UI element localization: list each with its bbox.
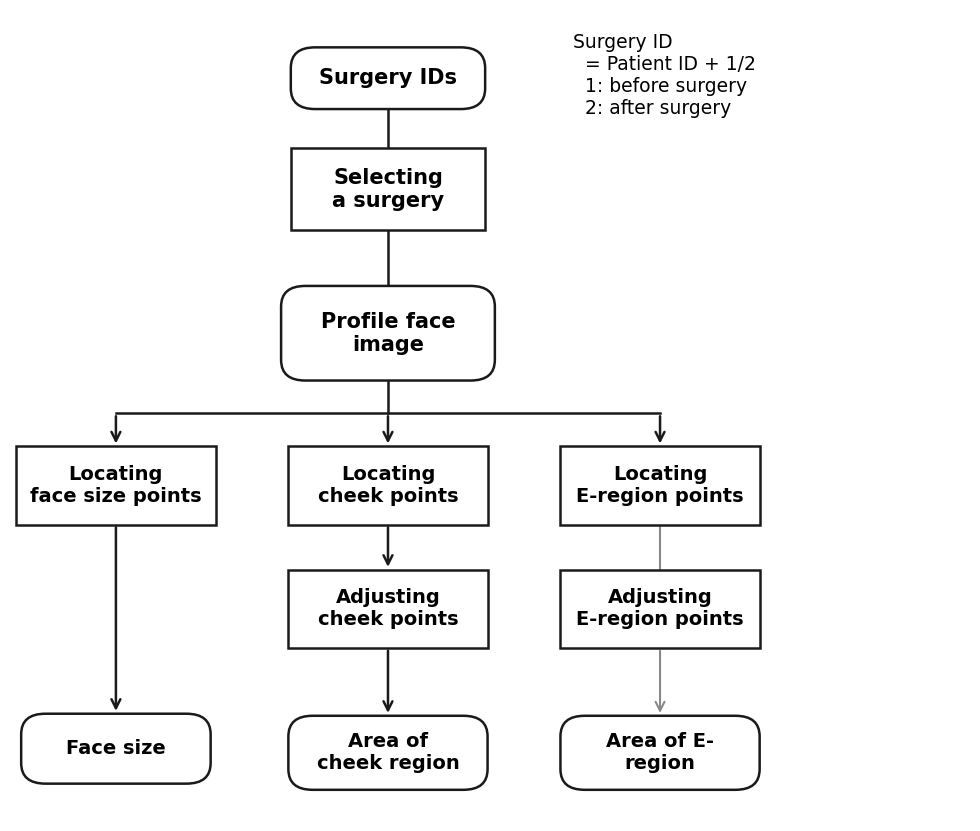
FancyBboxPatch shape <box>561 446 760 524</box>
Text: Profile face
image: Profile face image <box>320 312 456 355</box>
Text: Surgery ID
  = Patient ID + 1/2
  1: before surgery
  2: after surgery: Surgery ID = Patient ID + 1/2 1: before … <box>572 33 756 118</box>
FancyBboxPatch shape <box>291 47 485 109</box>
FancyBboxPatch shape <box>288 446 488 524</box>
FancyBboxPatch shape <box>17 446 216 524</box>
Text: Locating
face size points: Locating face size points <box>30 465 202 506</box>
FancyBboxPatch shape <box>288 715 488 789</box>
Text: Locating
cheek points: Locating cheek points <box>318 465 459 506</box>
Text: Adjusting
E-region points: Adjusting E-region points <box>576 588 744 629</box>
FancyBboxPatch shape <box>561 715 760 789</box>
FancyBboxPatch shape <box>288 570 488 648</box>
FancyBboxPatch shape <box>281 286 495 381</box>
FancyBboxPatch shape <box>561 570 760 648</box>
Text: Area of
cheek region: Area of cheek region <box>317 732 460 774</box>
FancyBboxPatch shape <box>291 148 485 230</box>
Text: Adjusting
cheek points: Adjusting cheek points <box>318 588 459 629</box>
Text: Selecting
a surgery: Selecting a surgery <box>332 168 444 211</box>
Text: Face size: Face size <box>66 740 166 758</box>
Text: Surgery IDs: Surgery IDs <box>318 68 457 88</box>
Text: Area of E-
region: Area of E- region <box>606 732 714 774</box>
FancyBboxPatch shape <box>22 714 211 784</box>
Text: Locating
E-region points: Locating E-region points <box>576 465 744 506</box>
